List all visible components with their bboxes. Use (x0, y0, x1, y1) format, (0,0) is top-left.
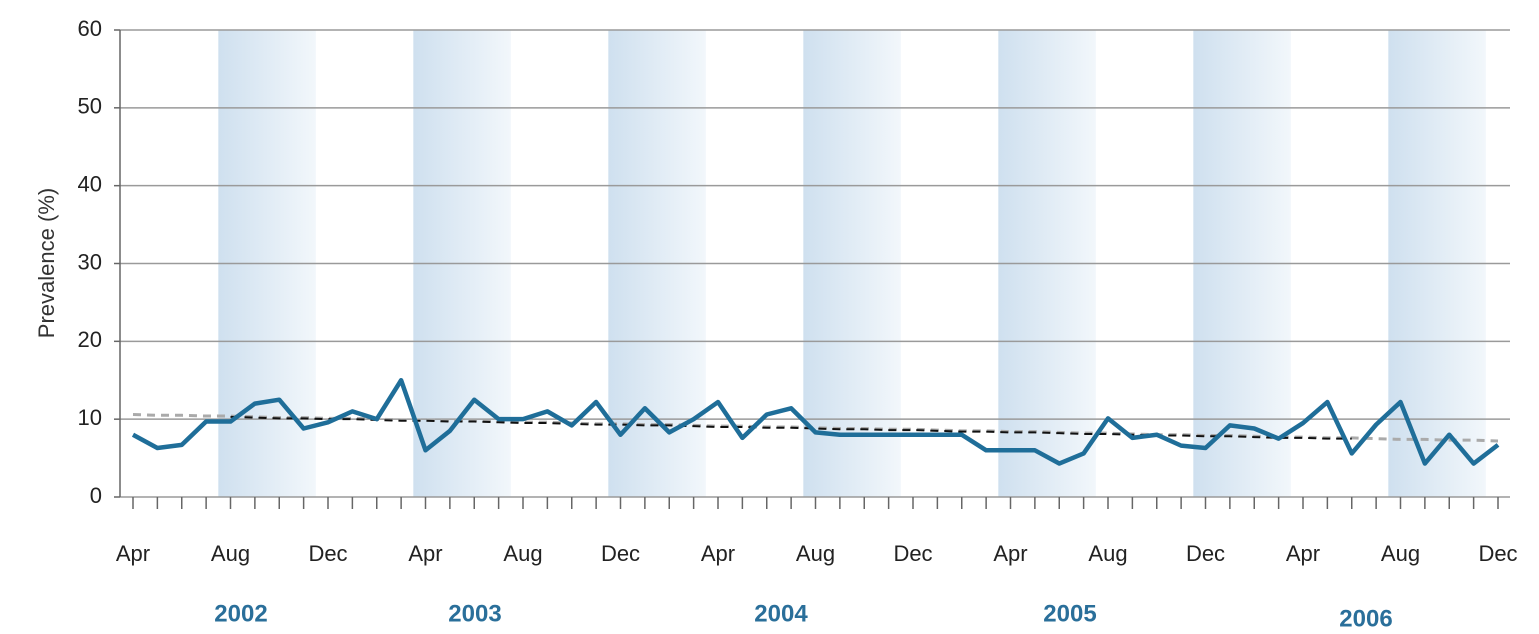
x-tick-label: Apr (116, 541, 150, 566)
x-tick-label: Apr (701, 541, 735, 566)
x-tick-label: Aug (1381, 541, 1420, 566)
x-tick-label: Dec (601, 541, 640, 566)
y-tick-label: 50 (78, 94, 102, 119)
y-tick-label: 30 (78, 249, 102, 274)
x-tick-label: Apr (408, 541, 442, 566)
year-label: 2006 (1339, 605, 1392, 632)
y-tick-label: 0 (90, 483, 102, 508)
y-tick-label: 10 (78, 405, 102, 430)
x-tick-label: Aug (796, 541, 835, 566)
x-tick-label: Aug (1088, 541, 1127, 566)
x-tick-label: Dec (1478, 541, 1517, 566)
y-tick-label: 20 (78, 327, 102, 352)
year-label: 2005 (1043, 600, 1096, 627)
year-label: 2003 (448, 600, 501, 627)
x-tick-label: Aug (503, 541, 542, 566)
x-tick-label: Dec (308, 541, 347, 566)
x-tick-label: Aug (211, 541, 250, 566)
y-tick-label: 40 (78, 171, 102, 196)
x-tick-label: Apr (993, 541, 1027, 566)
y-axis-label: Prevalence (%) (34, 188, 59, 338)
x-tick-label: Dec (1186, 541, 1225, 566)
series-line (131, 378, 1500, 466)
series-line (230, 415, 1352, 440)
x-tick-label: Apr (1286, 541, 1320, 566)
y-tick-label: 60 (78, 16, 102, 41)
year-label: 2002 (214, 600, 267, 627)
year-label: 2004 (754, 600, 808, 627)
x-tick-label: Dec (893, 541, 932, 566)
